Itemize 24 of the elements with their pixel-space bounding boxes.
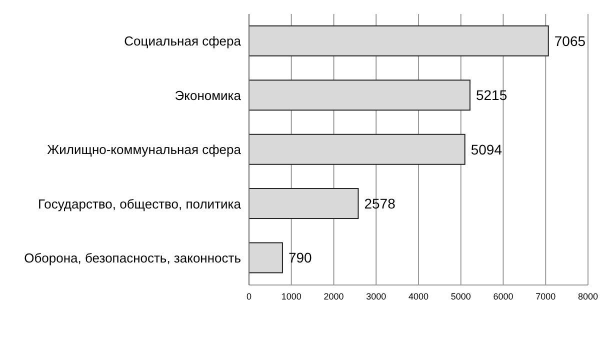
y-tick-label: Социальная сфера xyxy=(124,34,242,49)
data-label: 5094 xyxy=(470,141,502,158)
bar xyxy=(249,188,359,220)
y-tick-label: Оборона, безопасность, законность xyxy=(24,250,242,266)
x-tick-label: 7000 xyxy=(536,291,556,302)
bar xyxy=(249,242,283,274)
bar xyxy=(249,25,549,56)
x-tick-label: 2000 xyxy=(324,291,344,302)
bar xyxy=(249,80,470,111)
x-tick-label: 4000 xyxy=(408,291,429,302)
x-tick-label: 5000 xyxy=(450,291,471,302)
x-tick-label: 0 xyxy=(246,291,252,302)
y-tick-label: Государство, общество, политика xyxy=(38,196,242,212)
data-label: 7065 xyxy=(554,32,586,49)
x-tick-label: 1000 xyxy=(281,291,302,302)
bar xyxy=(249,134,466,165)
x-tick-label: 3000 xyxy=(366,291,386,302)
x-tick-label: 8000 xyxy=(578,291,598,302)
y-tick-label: Экономика xyxy=(174,88,242,103)
data-label: 2578 xyxy=(364,195,396,212)
data-label: 790 xyxy=(288,250,312,266)
x-tick-label: 6000 xyxy=(493,291,514,302)
y-tick-label: Жилищно-коммунальная сфера xyxy=(47,142,242,158)
data-label: 5215 xyxy=(476,87,508,104)
